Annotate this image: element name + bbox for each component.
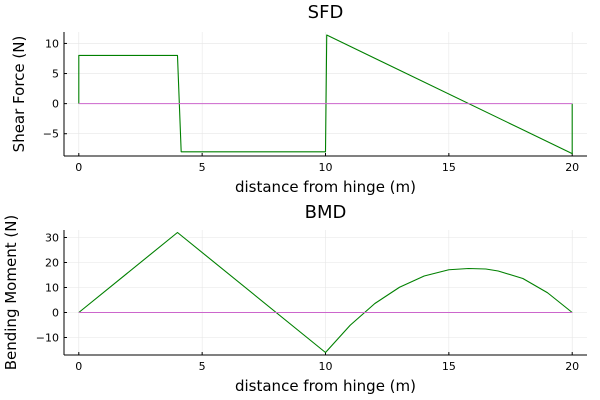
y-tick-label: −10 — [36, 332, 59, 345]
x-tick-label: 15 — [442, 161, 456, 174]
bmd-panel: 0 5 10 15 20 −10 0 10 20 30 BMD distance from hinge… — [2, 202, 587, 395]
sfd-panel: 0 5 10 15 20 −5 0 5 10 SFD distance from hinge (m)… — [10, 2, 587, 196]
chart-title: BMD — [305, 202, 347, 223]
x-tick-label: 15 — [442, 360, 456, 373]
y-tick-label: 10 — [45, 282, 59, 295]
x-tick-label: 10 — [319, 360, 333, 373]
x-tick-label: 0 — [75, 360, 82, 373]
x-axis-label: distance from hinge (m) — [235, 178, 416, 196]
x-tick-label: 5 — [199, 161, 206, 174]
chart-title: SFD — [308, 2, 344, 23]
y-tick-label: 0 — [52, 98, 59, 111]
y-tick-label: 30 — [45, 232, 59, 245]
y-tick-label: −5 — [43, 128, 59, 141]
y-tick-label: 5 — [52, 68, 59, 81]
x-tick-label: 0 — [75, 161, 82, 174]
y-axis-label: Bending Moment (N) — [2, 215, 20, 371]
data-series-line — [78, 34, 573, 155]
x-tick-label: 10 — [319, 161, 333, 174]
x-tick-label: 5 — [199, 360, 206, 373]
x-tick-label: 20 — [565, 360, 579, 373]
y-tick-label: 20 — [45, 257, 59, 270]
x-axis-label: distance from hinge (m) — [235, 377, 416, 395]
y-tick-label: 0 — [52, 307, 59, 320]
y-tick-label: 10 — [45, 37, 59, 50]
y-axis-label: Shear Force (N) — [10, 36, 28, 153]
x-tick-label: 20 — [565, 161, 579, 174]
data-series-line — [78, 231, 573, 354]
